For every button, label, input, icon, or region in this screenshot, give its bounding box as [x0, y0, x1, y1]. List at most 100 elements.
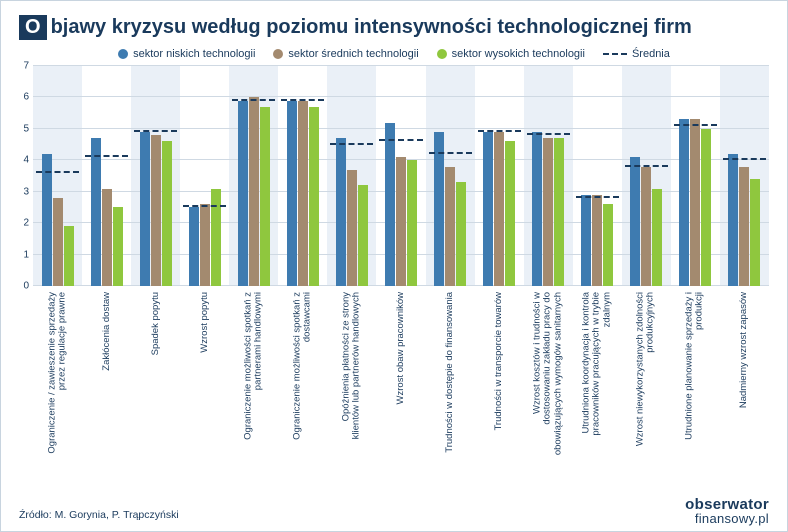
bar-series-2: [260, 107, 270, 286]
bar-series-1: [494, 132, 504, 286]
avg-line: [625, 165, 668, 167]
y-axis: 01234567: [15, 66, 33, 286]
bar-series-0: [140, 132, 150, 286]
bar-series-1: [53, 198, 63, 286]
bar-series-1: [298, 101, 308, 286]
avg-line: [281, 99, 324, 101]
bar-series-2: [113, 207, 123, 286]
x-label: Nadmierny wzrost zapasów: [720, 292, 769, 462]
bar-series-1: [151, 135, 161, 286]
bar-series-2: [64, 226, 74, 286]
legend-swatch-low: [118, 49, 128, 59]
source-line: Źródło: M. Gorynia, P. Trąpczyński: [19, 509, 179, 521]
y-tick: 6: [23, 92, 29, 103]
x-label: Ograniczenie / zawieszenie sprzedaży prz…: [33, 292, 82, 462]
bar-series-2: [162, 141, 172, 286]
bar-series-2: [211, 189, 221, 286]
bar-series-0: [189, 207, 199, 286]
x-label: Opóźnienia płatności ze strony klientów …: [327, 292, 376, 462]
x-label: Utrudniona koordynacja i kontrola pracow…: [573, 292, 622, 462]
legend-swatch-mid: [273, 49, 283, 59]
avg-line: [232, 99, 275, 101]
bar-series-2: [750, 179, 760, 286]
title-text: bjawy kryzysu według poziomu intensywnoś…: [51, 16, 692, 39]
bar-series-2: [603, 204, 613, 286]
bar-series-1: [690, 119, 700, 286]
x-axis-labels: Ograniczenie / zawieszenie sprzedaży prz…: [33, 292, 769, 462]
avg-line: [674, 124, 717, 126]
page-title: O bjawy kryzysu według poziomu intensywn…: [19, 15, 787, 40]
bar-series-2: [701, 129, 711, 286]
avg-line: [330, 143, 373, 145]
legend-label-avg: Średnia: [632, 48, 670, 60]
y-tick: 7: [23, 61, 29, 72]
bar-series-1: [102, 189, 112, 286]
avg-line: [576, 196, 619, 198]
y-tick: 3: [23, 186, 29, 197]
legend-label-mid: sektor średnich technologii: [288, 48, 418, 60]
bar-series-2: [505, 141, 515, 286]
legend-label-low: sektor niskich technologii: [133, 48, 255, 60]
bar-series-0: [728, 154, 738, 286]
avg-line: [134, 130, 177, 132]
x-label: Wzrost popytu: [180, 292, 229, 462]
x-label: Ograniczenie możliwości spotkań z partne…: [229, 292, 278, 462]
bar-series-0: [630, 157, 640, 286]
bar-series-0: [483, 132, 493, 286]
avg-line: [379, 139, 422, 141]
legend-item-mid: sektor średnich technologii: [273, 48, 418, 60]
x-label: Zakłócenia dostaw: [82, 292, 131, 462]
bar-series-1: [592, 195, 602, 286]
bar-series-1: [396, 157, 406, 286]
bar-series-1: [641, 167, 651, 286]
bar-series-2: [358, 185, 368, 286]
avg-line: [36, 171, 79, 173]
brand-logo: obserwator finansowy.pl: [685, 497, 769, 525]
x-label: Ograniczenie możliwości spotkań z dostaw…: [278, 292, 327, 462]
legend-item-avg: Średnia: [603, 48, 670, 60]
bar-series-0: [287, 101, 297, 286]
bar-series-2: [554, 138, 564, 286]
x-label: Wzrost kosztów i trudności w dostosowani…: [524, 292, 573, 462]
bar-series-1: [249, 97, 259, 286]
y-tick: 4: [23, 155, 29, 166]
bar-series-0: [385, 123, 395, 286]
y-tick: 0: [23, 281, 29, 292]
bar-series-0: [91, 138, 101, 286]
bar-series-2: [456, 182, 466, 286]
gridline: [33, 128, 769, 129]
avg-line: [429, 152, 472, 154]
gridline: [33, 96, 769, 97]
legend-item-low: sektor niskich technologii: [118, 48, 255, 60]
legend-label-high: sektor wysokich technologii: [452, 48, 585, 60]
bar-series-1: [200, 204, 210, 286]
legend-swatch-high: [437, 49, 447, 59]
bar-series-0: [238, 101, 248, 286]
brand-line2: finansowy.pl: [685, 512, 769, 525]
bar-series-0: [42, 154, 52, 286]
bar-series-0: [434, 132, 444, 286]
bar-series-0: [679, 119, 689, 286]
avg-line: [85, 155, 128, 157]
title-badge: O: [19, 15, 47, 40]
x-label: Utrudnione planowanie sprzedaży i produk…: [671, 292, 720, 462]
legend-item-high: sektor wysokich technologii: [437, 48, 585, 60]
avg-line: [478, 130, 521, 132]
x-label: Trudności w transporcie towarów: [475, 292, 524, 462]
bar-series-2: [309, 107, 319, 286]
x-label: Trudności w dostępie do finansowania: [426, 292, 475, 462]
bar-series-1: [739, 167, 749, 286]
y-tick: 5: [23, 123, 29, 134]
bar-series-0: [581, 195, 591, 286]
legend-dash-icon: [603, 53, 627, 55]
avg-line: [723, 158, 766, 160]
x-label: Wzrost niewykorzystanych zdolności produ…: [622, 292, 671, 462]
chart-area: 01234567: [33, 66, 769, 286]
y-tick: 1: [23, 249, 29, 260]
bar-series-0: [336, 138, 346, 286]
x-label: Spadek popytu: [131, 292, 180, 462]
y-tick: 2: [23, 218, 29, 229]
bar-series-1: [445, 167, 455, 286]
gridline: [33, 65, 769, 66]
x-label: Wzrost obaw pracowników: [376, 292, 425, 462]
